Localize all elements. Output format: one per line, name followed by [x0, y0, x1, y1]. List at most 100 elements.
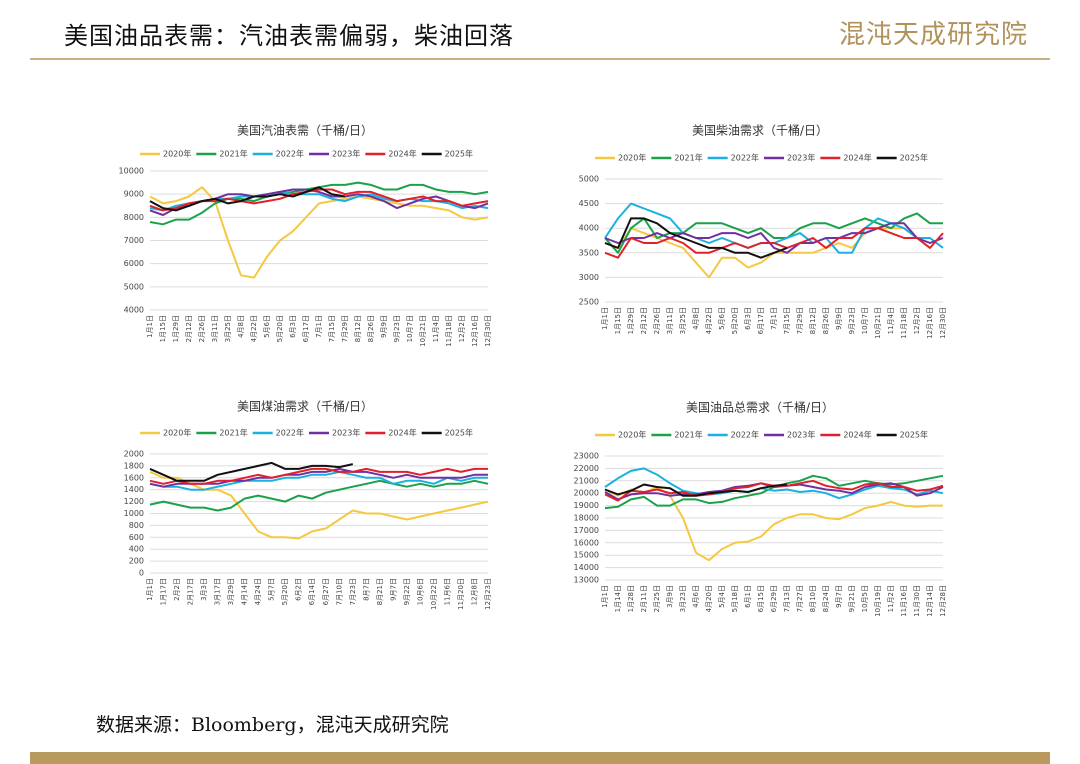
- x-tick-label: 3月11日: [666, 307, 674, 334]
- legend-label: 2025年: [900, 153, 928, 163]
- chart-title: 美国汽油表需（千桶/日）: [237, 123, 373, 138]
- y-tick-label: 2500: [579, 298, 599, 307]
- x-tick-label: 9月7日: [835, 585, 843, 608]
- x-tick-label: 3月9日: [666, 585, 674, 608]
- legend-label: 2021年: [674, 153, 702, 163]
- y-tick-label: 19000: [574, 501, 599, 510]
- x-tick-label: 2月25日: [653, 585, 661, 612]
- chart-title: 美国柴油需求（千桶/日）: [692, 123, 828, 138]
- x-tick-label: 12月16日: [471, 315, 479, 347]
- x-tick-label: 3月3日: [200, 578, 208, 601]
- series-line: [604, 483, 788, 497]
- x-tick-label: 9月7日: [389, 578, 397, 601]
- legend-label: 2020年: [618, 430, 646, 440]
- x-tick-label: 4月8日: [237, 315, 245, 338]
- series-line: [149, 186, 489, 279]
- x-tick-label: 7月29日: [341, 315, 349, 342]
- legend-label: 2024年: [388, 428, 416, 438]
- x-tick-label: 6月17日: [302, 315, 310, 342]
- x-tick-label: 10月5日: [861, 585, 869, 612]
- x-tick-label: 3月23日: [679, 585, 687, 612]
- y-tick-label: 9000: [124, 190, 144, 199]
- legend-label: 2024年: [843, 430, 871, 440]
- x-tick-label: 2月12日: [640, 307, 648, 334]
- legend-label: 2020年: [618, 153, 646, 163]
- legend-label: 2025年: [445, 428, 473, 438]
- x-tick-label: 7月15日: [328, 315, 336, 342]
- y-tick-label: 15000: [574, 551, 599, 560]
- y-tick-label: 1800: [124, 461, 144, 470]
- x-tick-label: 12月2日: [913, 307, 921, 334]
- x-tick-label: 11月4日: [887, 307, 895, 334]
- legend-label: 2025年: [900, 430, 928, 440]
- y-tick-label: 1400: [124, 485, 144, 494]
- x-tick-label: 5月7日: [268, 578, 276, 601]
- x-tick-label: 5月20日: [281, 578, 289, 605]
- x-tick-label: 2月2日: [173, 578, 181, 601]
- x-tick-label: 4月6日: [692, 585, 700, 608]
- x-tick-label: 12月16日: [926, 307, 934, 339]
- series-line: [149, 186, 346, 212]
- y-tick-label: 6000: [124, 259, 144, 268]
- x-tick-label: 4月14日: [241, 578, 249, 605]
- x-tick-label: 3月29日: [227, 578, 235, 605]
- x-tick-label: 10月21日: [419, 315, 427, 347]
- y-tick-label: 8000: [124, 213, 144, 222]
- x-tick-label: 7月27日: [796, 585, 804, 612]
- x-tick-label: 1月15日: [159, 315, 167, 342]
- x-tick-label: 7月13日: [783, 585, 791, 612]
- series-line: [149, 479, 489, 512]
- legend-label: 2021年: [219, 428, 247, 438]
- x-tick-label: 10月6日: [416, 578, 424, 605]
- x-tick-label: 9月23日: [393, 315, 401, 342]
- legend-label: 2024年: [388, 149, 416, 159]
- legend-label: 2021年: [674, 430, 702, 440]
- y-tick-label: 400: [129, 545, 144, 554]
- slide-title: 美国油品表需：汽油表需偏弱，柴油回落: [64, 22, 514, 50]
- x-tick-label: 11月6日: [443, 578, 451, 605]
- x-tick-label: 6月14日: [308, 578, 316, 605]
- logo: 混沌天成研究院: [838, 20, 1028, 50]
- y-tick-label: 18000: [574, 514, 599, 523]
- series-line: [149, 461, 354, 482]
- x-tick-label: 11月16日: [900, 585, 908, 617]
- x-tick-label: 7月1日: [315, 315, 323, 338]
- legend-label: 2022年: [276, 428, 304, 438]
- x-tick-label: 5月6日: [263, 315, 271, 338]
- x-tick-label: 1月1日: [601, 585, 609, 608]
- x-tick-label: 11月30日: [913, 585, 921, 617]
- legend-label: 2022年: [731, 153, 759, 163]
- series-line: [604, 217, 788, 259]
- y-tick-label: 21000: [574, 476, 599, 485]
- x-tick-label: 5月6日: [718, 307, 726, 330]
- x-tick-label: 9月21日: [848, 585, 856, 612]
- x-tick-label: 1月1日: [146, 578, 154, 601]
- footer-bar: [30, 752, 1050, 764]
- x-tick-label: 6月15日: [757, 585, 765, 612]
- x-tick-label: 9月9日: [380, 315, 388, 338]
- x-tick-label: 6月2日: [295, 578, 303, 601]
- y-tick-label: 200: [129, 557, 144, 566]
- y-tick-label: 5000: [124, 282, 144, 291]
- x-tick-label: 12月30日: [484, 315, 492, 347]
- x-tick-label: 12月14日: [926, 585, 934, 617]
- x-tick-label: 2月26日: [198, 315, 206, 342]
- legend-label: 2020年: [163, 149, 191, 159]
- x-tick-label: 1月28日: [627, 585, 635, 612]
- y-tick-label: 7000: [124, 236, 144, 245]
- x-tick-label: 8月12日: [354, 315, 362, 342]
- x-tick-label: 7月23日: [349, 578, 357, 605]
- x-tick-label: 10月7日: [861, 307, 869, 334]
- x-tick-label: 12月30日: [939, 307, 947, 339]
- y-tick-label: 1600: [124, 473, 144, 482]
- x-tick-label: 12月28日: [939, 585, 947, 617]
- y-tick-label: 4000: [124, 306, 144, 315]
- x-tick-label: 5月20日: [731, 307, 739, 334]
- x-tick-label: 5月20日: [276, 315, 284, 342]
- series-line: [604, 212, 943, 254]
- x-tick-label: 12月23日: [484, 578, 492, 610]
- x-tick-label: 11月18日: [900, 307, 908, 339]
- x-tick-label: 10月7日: [406, 315, 414, 342]
- x-tick-label: 11月2日: [887, 585, 895, 612]
